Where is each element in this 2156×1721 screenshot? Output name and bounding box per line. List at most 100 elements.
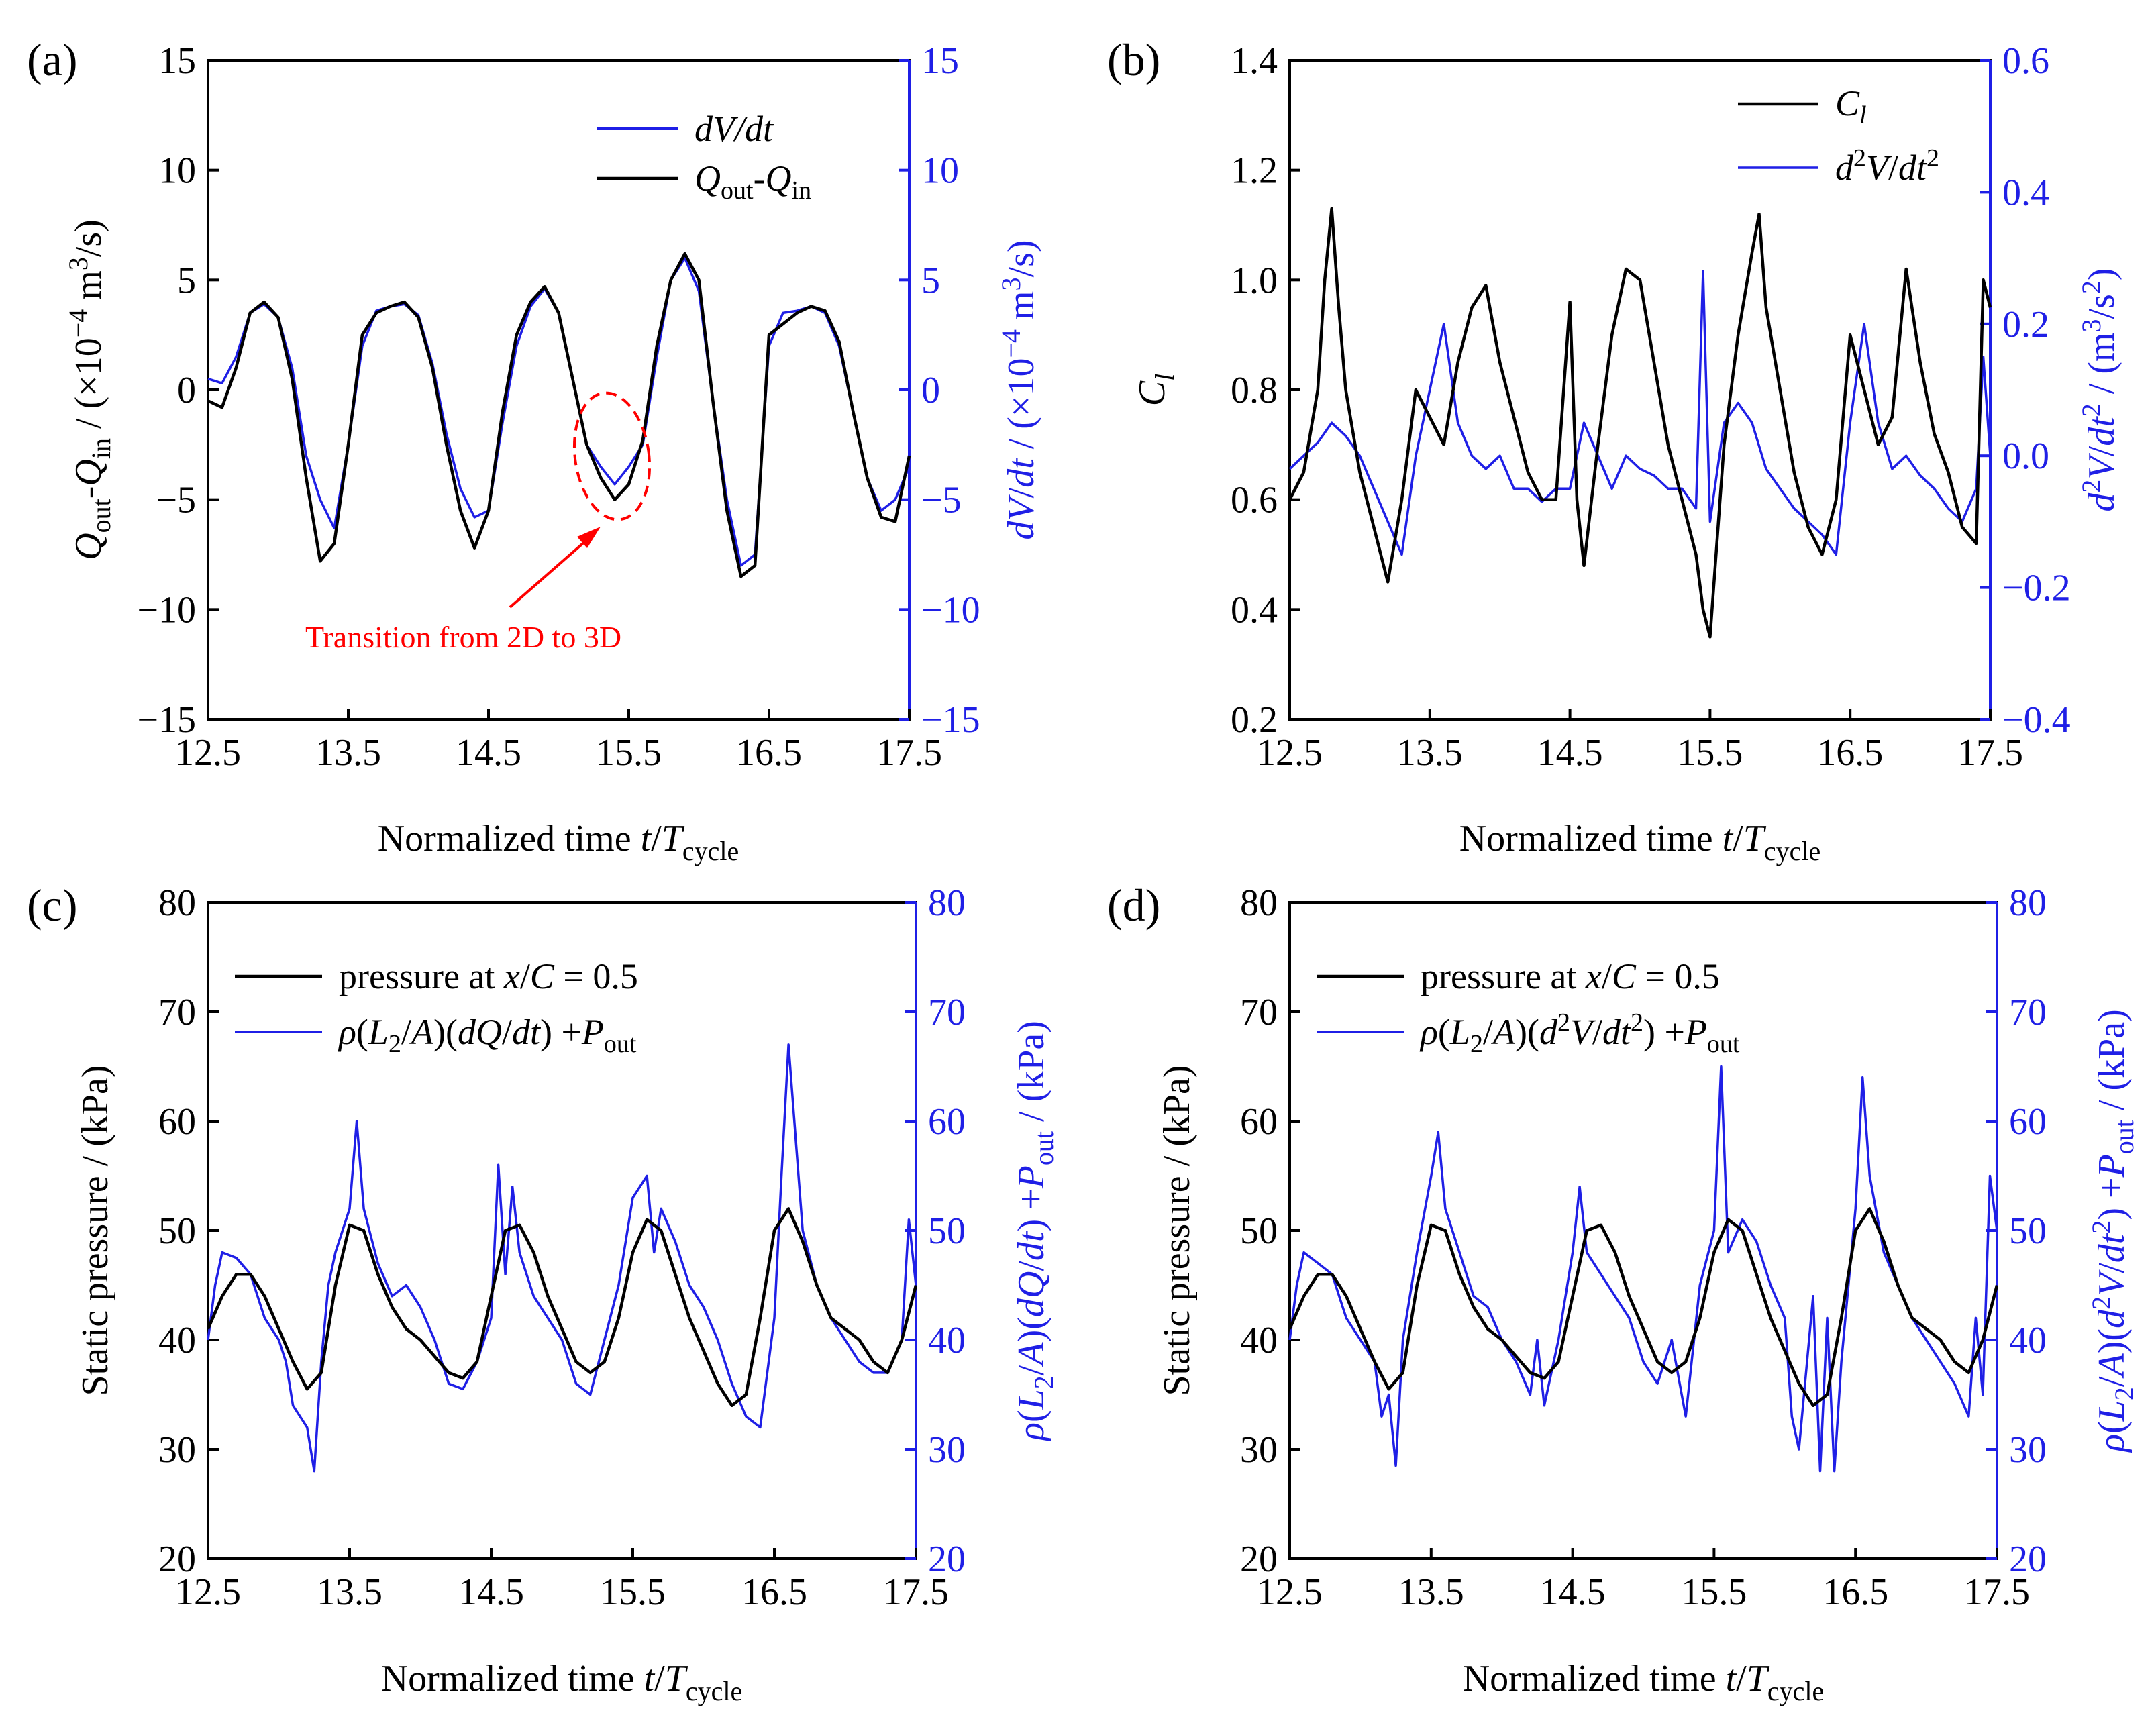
panel-b-xlabel: Normalized time t/Tcycle [1459, 818, 1821, 866]
panel-c-legend-model: ρ(L2/A)(dQ/dt) +Pout [338, 1012, 637, 1058]
panel-d: (d) 12.5 13.5 14.5 15.5 16.5 17.5 80 70 60 50 40 30… [1107, 880, 2139, 1706]
panel-d-ytick-left-label: 40 [1240, 1320, 1278, 1361]
panel-a-ytick-right-label: −5 [921, 480, 962, 521]
panel-d-legend-pressure: pressure at x/C = 0.5 [1421, 956, 1720, 996]
panel-a-xtick-label: 12.5 [175, 732, 241, 774]
panel-a-ytick-right-label: −15 [921, 699, 980, 741]
panel-d-xtick-label: 12.5 [1257, 1571, 1323, 1613]
panel-d-legend-model: ρ(L2/A)(d2V/dt2) +Pout [1419, 1008, 1740, 1058]
panel-d-ytick-right-label: 30 [2009, 1429, 2047, 1471]
panel-a-legend-q: Qout-Qin [695, 158, 811, 205]
panel-a-ytick-right-label: 0 [921, 370, 940, 411]
panel-c-ytick-left-label: 70 [158, 992, 196, 1033]
panel-d-ylabel-left: Static pressure / (kPa) [1156, 1065, 1198, 1396]
panel-c-ytick-right-label: 60 [928, 1101, 966, 1143]
panel-b-ytick-right-label: 0.2 [2002, 304, 2049, 346]
panel-a-ticks: 12.5 13.5 14.5 15.5 16.5 17.5 15 10 5 0 −5 −10 −15 15… [137, 40, 980, 774]
panel-a-ytick-left-label: 0 [177, 370, 196, 411]
panel-c-label: (c) [27, 880, 77, 931]
panel-c-xtick-label: 17.5 [883, 1571, 949, 1613]
panel-c-ytick-left-label: 60 [158, 1101, 196, 1143]
panel-d-ytick-right-label: 80 [2009, 882, 2047, 924]
panel-b-xtick-label: 16.5 [1817, 732, 1883, 774]
panel-b-ytick-left-label: 0.8 [1231, 370, 1278, 411]
panel-b-label: (b) [1107, 34, 1160, 85]
panel-b-xtick-label: 15.5 [1677, 732, 1743, 774]
panel-a-ytick-left-label: −5 [156, 480, 196, 521]
panel-b-ytick-right-label: −0.2 [2002, 568, 2071, 609]
panel-c-ytick-left-label: 80 [158, 882, 196, 924]
panel-d-ytick-right-label: 20 [2009, 1539, 2047, 1580]
panel-a-ytick-right-label: −10 [921, 589, 980, 631]
panel-d-ytick-right-label: 70 [2009, 992, 2047, 1033]
panel-a-series-black [207, 252, 911, 578]
panel-a-xtick-label: 15.5 [596, 732, 662, 774]
panel-a-xtick-label: 16.5 [736, 732, 802, 774]
panel-a-label: (a) [27, 34, 77, 85]
panel-d-ytick-left-label: 30 [1240, 1429, 1278, 1471]
panel-d-series-blue [1288, 1065, 1998, 1473]
panel-d-ytick-right-label: 40 [2009, 1320, 2047, 1361]
panel-c-ytick-left-label: 30 [158, 1429, 196, 1471]
panel-a-ytick-left-label: −15 [137, 699, 196, 741]
panel-b-ytick-left-label: 0.4 [1231, 589, 1278, 631]
panel-d-series-black [1288, 1207, 1999, 1408]
panel-b-ytick-left-label: 1.0 [1231, 260, 1278, 301]
panel-c-xtick-label: 15.5 [600, 1571, 666, 1613]
panel-d-ytick-left-label: 60 [1240, 1101, 1278, 1143]
panel-c-ytick-left-label: 50 [158, 1210, 196, 1252]
panel-d-series [1288, 1065, 1999, 1473]
panel-b-ytick-right-label: 0.0 [2002, 435, 2049, 477]
panel-b-ytick-left-label: 0.6 [1231, 480, 1278, 521]
panel-b: (b) 12.5 13.5 14.5 15.5 16.5 17.5 1.4 1.2 1.0 0.8… [1107, 34, 2122, 866]
panel-a-ytick-left-label: 15 [158, 40, 196, 82]
panel-b-ytick-right-label: 0.6 [2002, 40, 2049, 82]
panel-b-legend-cl: Cl [1835, 83, 1867, 129]
panel-b-ylabel-right: d2V/dt2 / (m3/s2) [2076, 268, 2122, 511]
panel-b-series-blue [1288, 270, 1992, 556]
panel-c-ytick-right-label: 80 [928, 882, 966, 924]
panel-c-xtick-label: 16.5 [741, 1571, 807, 1613]
panel-c-legend-pressure: pressure at x/C = 0.5 [339, 956, 638, 996]
panel-c-ytick-left-label: 40 [158, 1320, 196, 1361]
panel-d-xtick-label: 15.5 [1681, 1571, 1747, 1613]
panel-a-ytick-left-label: −10 [137, 589, 196, 631]
panel-c-ytick-right-label: 40 [928, 1320, 966, 1361]
panel-c-ytick-right-label: 30 [928, 1429, 966, 1471]
panel-a-xtick-label: 13.5 [315, 732, 381, 774]
panel-b-series-black [1288, 207, 1992, 639]
panel-a-ytick-left-label: 10 [158, 150, 196, 192]
panel-a-annotation: Transition from 2D to 3D [305, 620, 621, 654]
panel-b-ticks: 12.5 13.5 14.5 15.5 16.5 17.5 1.4 1.2 1.0 0.8 0.6 0… [1231, 40, 2071, 774]
panel-a: (a) 12.5 13.5 14.5 15.5 16.5 17.5 15 10 5 0 −5 −10 −… [27, 34, 1042, 866]
panel-d-ytick-left-label: 50 [1240, 1210, 1278, 1252]
panel-a-ytick-right-label: 10 [921, 150, 959, 192]
panel-c: (c) 12.5 13.5 14.5 15.5 16.5 17.5 80 70 60 50 40 30… [27, 880, 1059, 1706]
panel-b-ytick-right-label: −0.4 [2002, 699, 2071, 741]
panel-a-annotation-arrow [509, 535, 592, 609]
panel-c-xtick-label: 14.5 [458, 1571, 524, 1613]
panel-d-xlabel: Normalized time t/Tcycle [1463, 1658, 1825, 1706]
panel-c-ylabel-left: Static pressure / (kPa) [74, 1065, 116, 1396]
panel-a-ytick-right-label: 5 [921, 260, 940, 301]
panel-d-xtick-label: 14.5 [1540, 1571, 1606, 1613]
panel-c-series-black [206, 1207, 918, 1408]
panel-b-xtick-label: 17.5 [1957, 732, 2023, 774]
panel-d-ytick-right-label: 60 [2009, 1101, 2047, 1143]
panel-c-ticks: 12.5 13.5 14.5 15.5 16.5 17.5 80 70 60 50 40 30 20 80… [158, 882, 966, 1613]
panel-c-xlabel: Normalized time t/Tcycle [381, 1658, 743, 1706]
panel-d-ytick-left-label: 70 [1240, 992, 1278, 1033]
panel-b-ytick-left-label: 0.2 [1231, 699, 1278, 741]
panel-b-ylabel-left: Cl [1131, 374, 1180, 406]
panel-d-xtick-label: 13.5 [1398, 1571, 1464, 1613]
panel-c-ytick-right-label: 70 [928, 992, 966, 1033]
panel-c-ytick-right-label: 20 [928, 1539, 966, 1580]
panel-a-xtick-label: 17.5 [876, 732, 942, 774]
panel-c-xtick-label: 13.5 [317, 1571, 382, 1613]
panel-c-ytick-left-label: 20 [158, 1539, 196, 1580]
panel-a-series [207, 252, 911, 578]
panel-d-label: (d) [1107, 880, 1160, 931]
panel-a-ylabel-left: Qout-Qin / (×10−4 m3/s) [63, 219, 116, 560]
panel-d-ytick-left-label: 20 [1240, 1539, 1278, 1580]
